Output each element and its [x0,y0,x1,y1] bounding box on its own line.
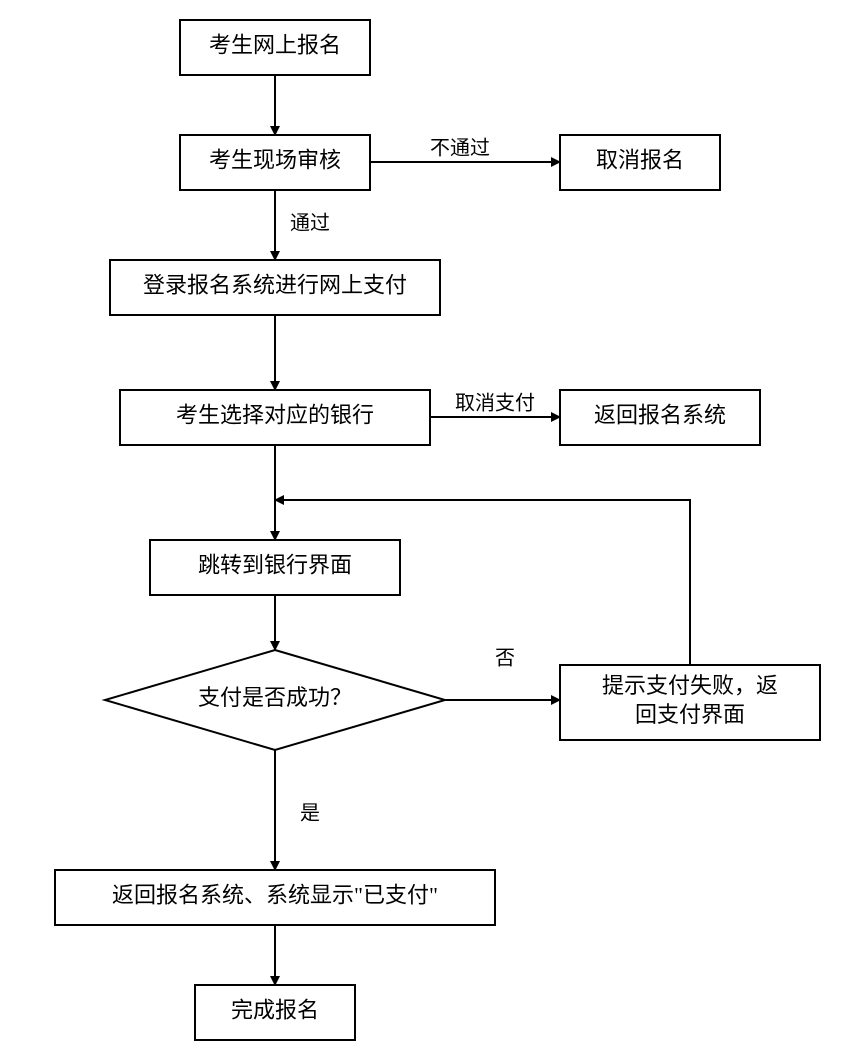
node-n5: 考生选择对应的银行 [120,390,430,445]
node-n1: 考生网上报名 [180,20,370,75]
node-label: 返回报名系统、系统显示"已支付" [112,883,438,908]
node-n9: 提示支付失败，返回支付界面 [560,665,820,740]
node-label: 返回报名系统 [594,403,726,428]
node-label: 跳转到银行界面 [198,553,352,578]
edge-label: 是 [300,803,320,825]
node-label: 考生现场审核 [209,148,341,173]
node-label: 提示支付失败，返 [602,673,778,698]
node-label: 取消报名 [596,148,684,173]
edge-label: 取消支付 [455,392,535,415]
edge-label: 否 [495,648,515,670]
node-label: 完成报名 [231,998,319,1023]
flowchart-canvas: 考生网上报名考生现场审核取消报名登录报名系统进行网上支付考生选择对应的银行返回报… [0,0,863,1062]
node-n10: 返回报名系统、系统显示"已支付" [55,870,495,925]
node-label: 回支付界面 [635,702,745,727]
node-label: 考生网上报名 [209,33,341,58]
node-n8: 支付是否成功？ [105,650,445,750]
node-label: 登录报名系统进行网上支付 [143,273,407,298]
edge-label: 通过 [290,212,330,235]
node-label: 支付是否成功？ [198,685,352,710]
node-n2: 考生现场审核 [180,135,370,190]
node-n3: 取消报名 [560,135,720,190]
node-n4: 登录报名系统进行网上支付 [110,260,440,315]
node-n7: 跳转到银行界面 [150,540,400,595]
node-n6: 返回报名系统 [560,390,760,445]
node-label: 考生选择对应的银行 [176,403,374,428]
edge-label: 不通过 [430,137,490,160]
node-n11: 完成报名 [195,985,355,1040]
